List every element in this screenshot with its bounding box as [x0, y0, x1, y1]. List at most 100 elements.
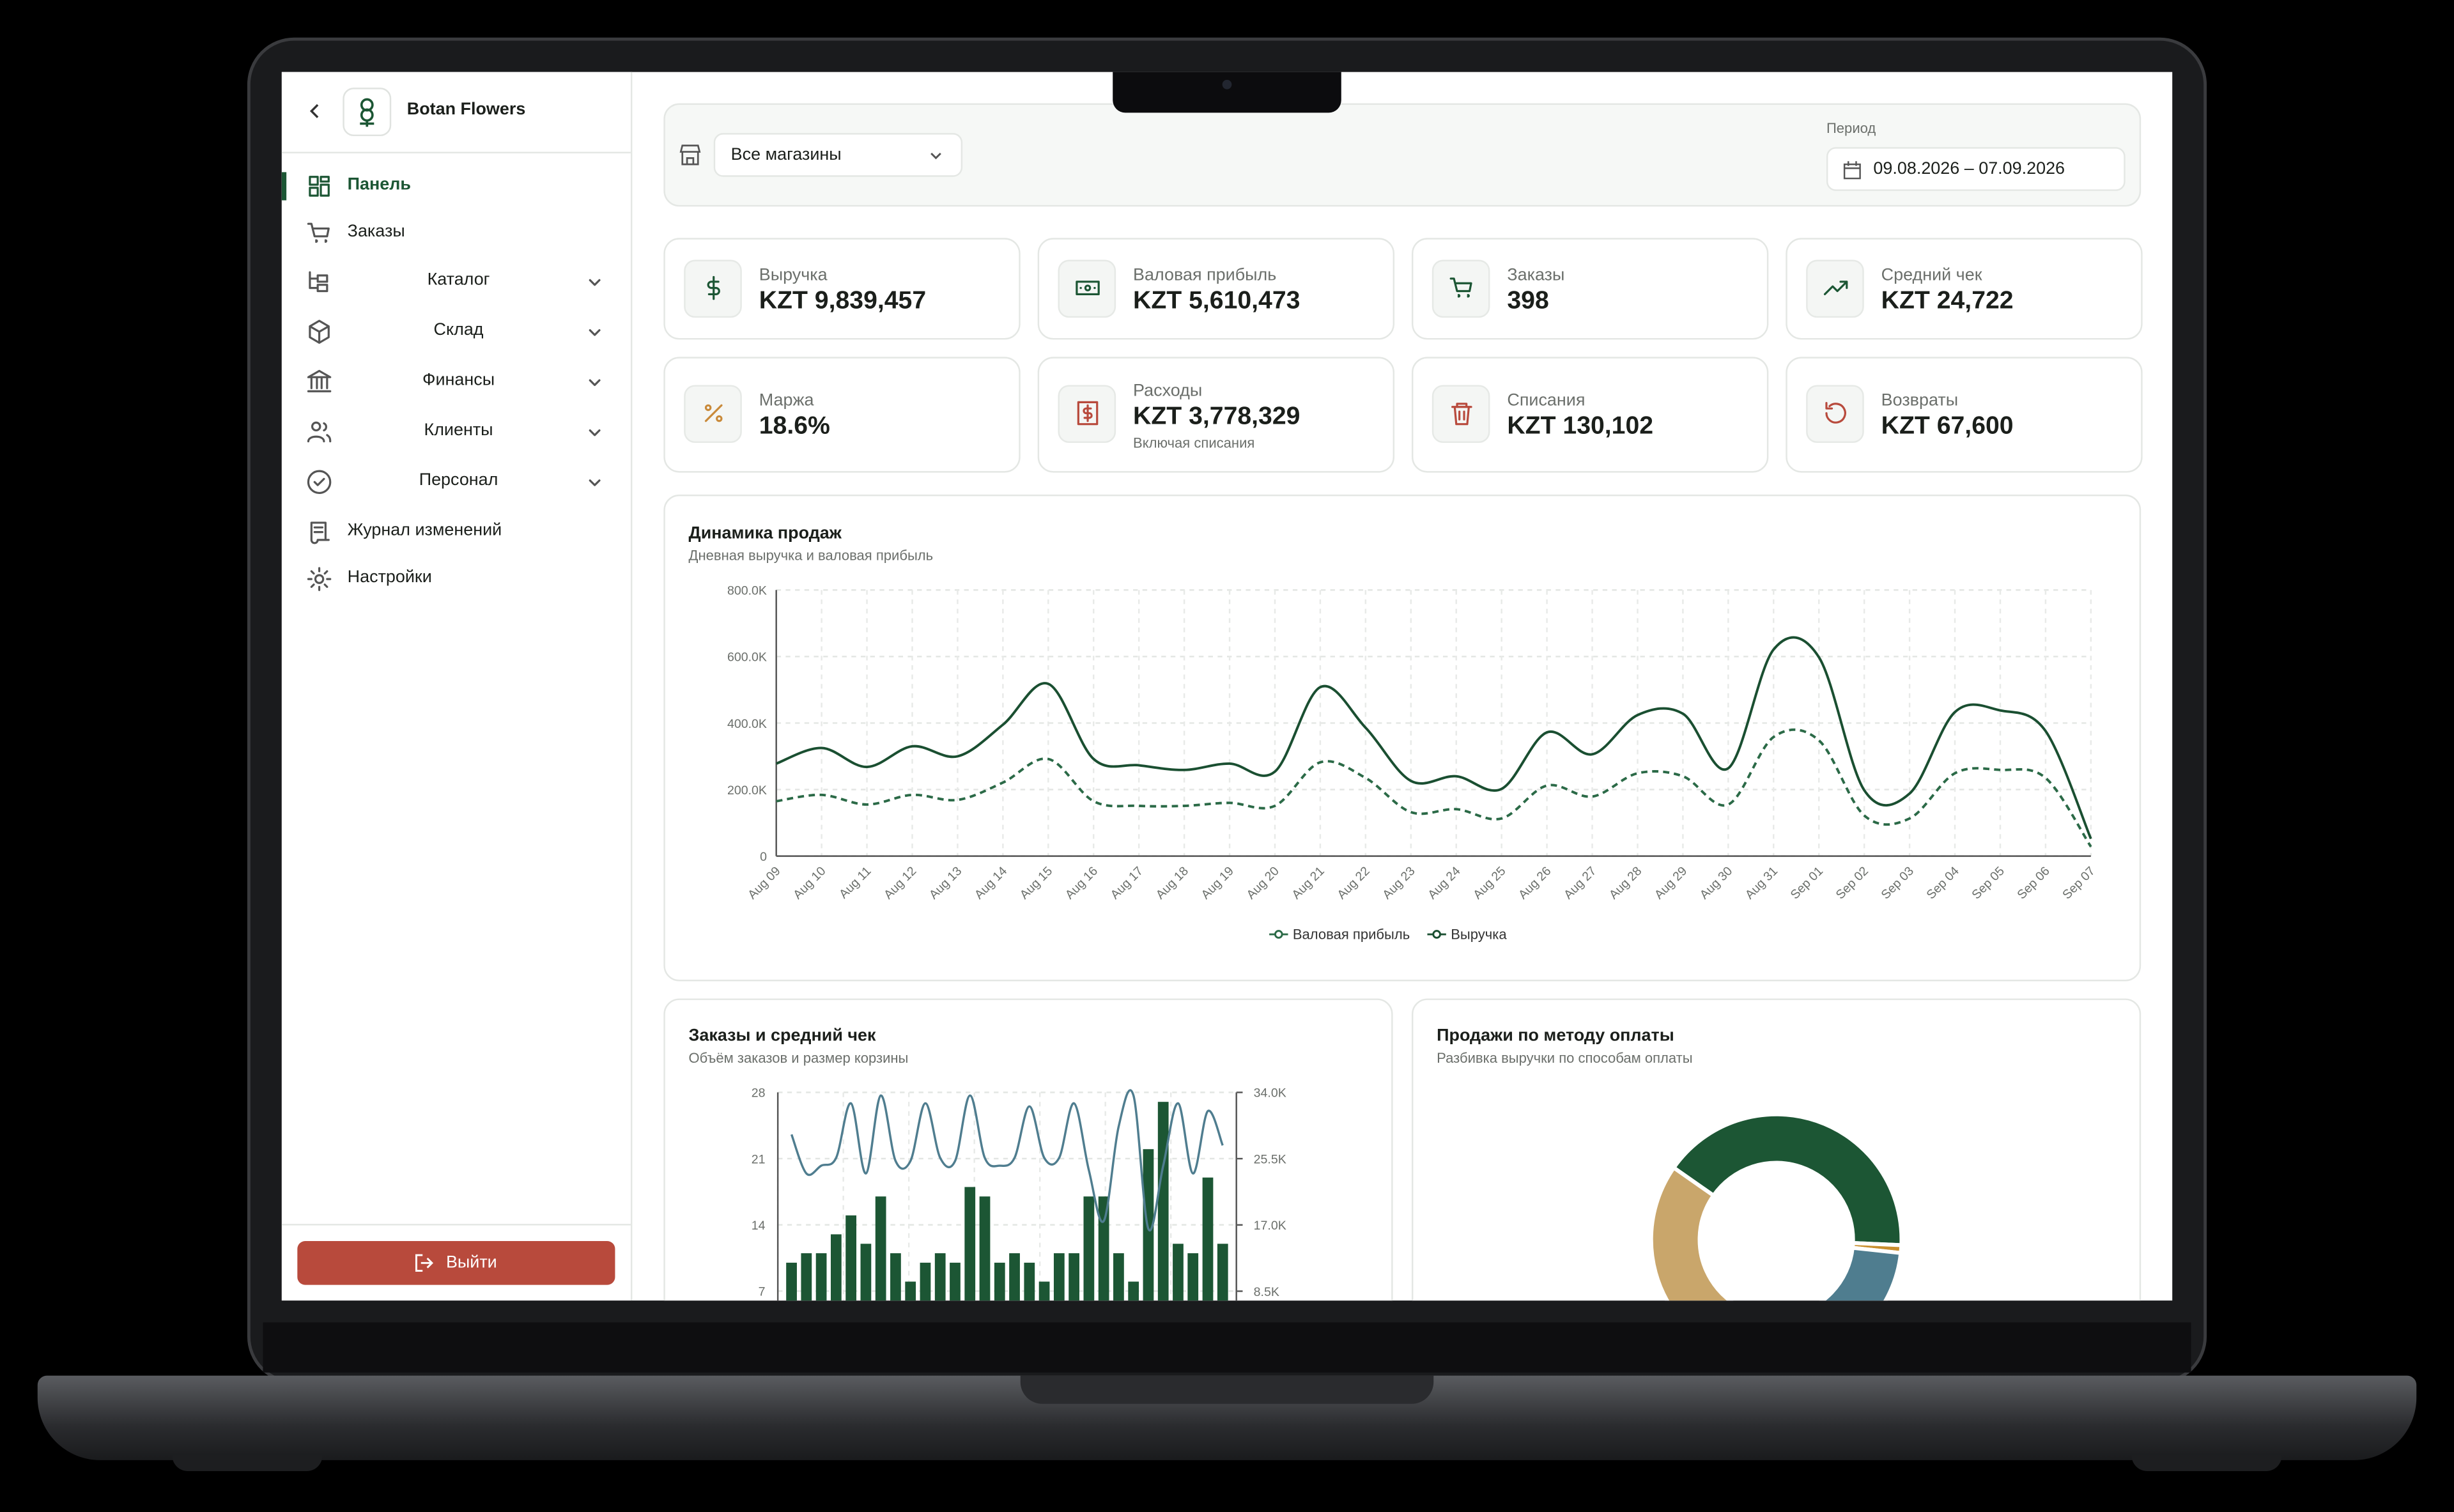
x-tick-label: Aug 31	[1743, 864, 1780, 902]
bar	[786, 1262, 797, 1301]
x-tick-label: Sep 01	[1788, 864, 1826, 902]
nav-item[interactable]: Панель	[347, 175, 411, 194]
x-tick-label: Aug 25	[1470, 864, 1509, 902]
bar	[994, 1262, 1005, 1301]
nav-chevron	[589, 329, 601, 336]
series-line	[790, 1089, 1224, 1232]
nav-item[interactable]: Склад	[433, 321, 484, 340]
bar	[920, 1262, 931, 1301]
bar	[934, 1253, 946, 1301]
bar	[1173, 1244, 1184, 1301]
nav-item[interactable]: Персонал	[419, 471, 498, 490]
nav-item[interactable]: Заказы	[347, 222, 405, 242]
kpi-value: 398	[1507, 287, 1549, 314]
period-picker[interactable]: 09.08.2026 – 07.09.2026	[1826, 147, 2126, 191]
x-tick-label: Sep 07	[2060, 864, 2097, 902]
foot	[2131, 1455, 2282, 1472]
chin	[263, 1322, 2191, 1373]
x-tick-label: Aug 29	[1652, 864, 1690, 902]
icon-path	[1077, 401, 1099, 426]
chart-title: Динамика продаж	[689, 523, 842, 542]
brand-logo	[343, 88, 392, 137]
nav-item[interactable]: Клиенты	[424, 420, 493, 440]
x-tick-label: Aug 13	[927, 864, 965, 902]
logout-button[interactable]: Выйти	[297, 1241, 615, 1285]
nav-item[interactable]: Журнал изменений	[347, 521, 502, 540]
kpi-icon-box	[1432, 259, 1490, 317]
kpi-icon	[1077, 401, 1099, 426]
kpi-label: Валовая прибыль	[1133, 265, 1277, 284]
nav-item[interactable]: Настройки	[347, 567, 432, 587]
pie-slice	[1649, 1164, 1734, 1301]
y-tick-label: 7	[759, 1285, 766, 1299]
logo-icon	[360, 98, 374, 127]
x-tick-label: Aug 26	[1516, 864, 1554, 902]
y-tick-label: 0	[760, 850, 767, 864]
x-tick-label: Sep 04	[1924, 864, 1962, 902]
y2-tick-label: 8.5K	[1254, 1285, 1279, 1299]
brand-name: Botan Flowers	[406, 100, 526, 120]
nav-icon	[307, 470, 332, 495]
bar	[875, 1196, 886, 1301]
y-tick-label: 600.0K	[727, 651, 767, 665]
chart-subtitle: Разбивка выручки по способам оплаты	[1437, 1050, 1692, 1066]
x-tick-label: Aug 20	[1244, 864, 1282, 902]
camera-notch	[1113, 72, 1341, 113]
logout-label: Выйти	[445, 1253, 497, 1273]
icon-path	[307, 421, 332, 443]
x-tick-label: Aug 14	[972, 864, 1010, 902]
icon-path	[589, 329, 601, 336]
kpi-icon	[1825, 402, 1846, 424]
y-tick-label: 200.0K	[727, 783, 767, 798]
kpi-value: KZT 24,722	[1881, 287, 2014, 314]
nav-item[interactable]: Финансы	[422, 371, 495, 390]
kpi-icon	[1076, 280, 1100, 295]
bar	[950, 1262, 961, 1301]
icon-path	[1076, 280, 1100, 295]
x-tick-label: Aug 16	[1063, 864, 1101, 902]
icon-path	[307, 369, 332, 392]
legend-marker	[1274, 930, 1283, 939]
back-icon[interactable]	[305, 102, 324, 120]
kpi-value: KZT 130,102	[1507, 413, 1654, 440]
series-line	[776, 728, 2092, 848]
bar	[1217, 1244, 1228, 1301]
kpi-icon	[1449, 277, 1472, 297]
bar	[1113, 1253, 1124, 1301]
icon-path	[307, 567, 332, 591]
chart-subtitle: Объём заказов и размер корзины	[689, 1050, 909, 1066]
bar	[905, 1281, 916, 1301]
y-tick-label: 800.0K	[727, 584, 767, 598]
period-value: 09.08.2026 – 07.09.2026	[1873, 159, 2065, 179]
nav-icon	[309, 320, 330, 344]
x-tick-label: Aug 21	[1289, 864, 1327, 902]
nav-item[interactable]: Каталог	[427, 270, 490, 290]
icon-path	[589, 279, 601, 286]
orders-chart-card	[663, 998, 1393, 1301]
kpi-label: Расходы	[1133, 382, 1203, 401]
kpi-label: Списания	[1507, 391, 1586, 410]
store-select[interactable]: Все магазины	[713, 133, 963, 177]
kpi-value: KZT 67,600	[1881, 413, 2014, 440]
bar	[801, 1253, 812, 1301]
nav-icon	[307, 222, 330, 243]
x-tick-label: Aug 11	[837, 864, 874, 901]
nav-icon	[307, 567, 332, 591]
nav-icon	[310, 521, 330, 544]
nav-icon	[307, 369, 332, 392]
sidebar-divider	[281, 151, 631, 154]
icon-path	[307, 470, 332, 495]
screen: Botan Flowers Выйти Все магазины Период …	[281, 72, 2173, 1301]
series-line	[775, 636, 2092, 840]
kpi-label: Средний чек	[1881, 265, 1982, 284]
icon-path	[1449, 277, 1472, 297]
y2-tick-label: 17.0K	[1254, 1219, 1286, 1233]
bar	[979, 1196, 991, 1301]
pie-slice	[1671, 1112, 1904, 1247]
sidebar-divider	[281, 1224, 631, 1226]
bar	[830, 1234, 842, 1301]
kpi-label: Маржа	[759, 391, 814, 410]
nav-active-marker	[281, 172, 287, 201]
